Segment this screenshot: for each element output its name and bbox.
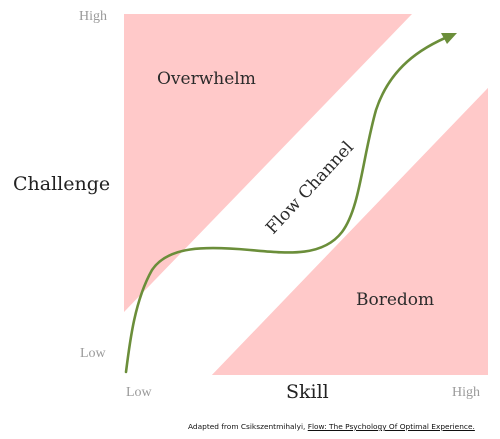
boredom-zone [212,88,488,375]
x-axis-title: Skill [286,381,329,403]
flow-channel-band [124,14,488,375]
credit-book-title: Flow: The Psychology Of Optimal Experien… [307,422,475,431]
boredom-label: Boredom [356,290,435,310]
flow-curve [124,33,454,374]
y-axis-high-label: High [79,9,107,24]
overwhelm-label: Overwhelm [157,69,256,89]
x-axis-high-label: High [452,385,480,400]
credit-line: Adapted from Csikszentmihalyi, Flow: The… [188,422,475,431]
credit-prefix: Adapted from Csikszentmihalyi, [188,422,308,431]
y-axis-title: Challenge [13,173,111,195]
x-axis-low-label: Low [126,385,152,400]
arrow-head-icon [441,33,457,44]
y-axis-low-label: Low [80,346,106,361]
